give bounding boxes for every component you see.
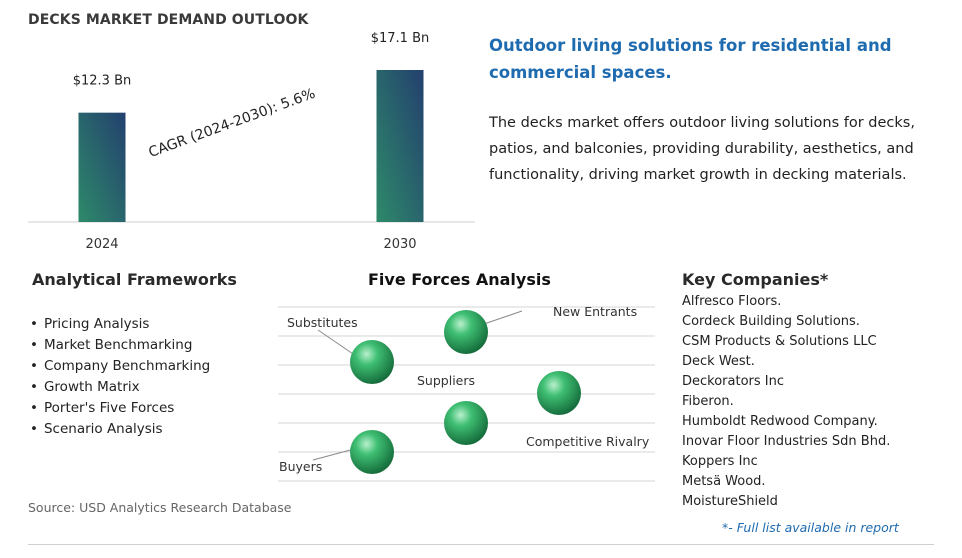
list-item: Cordeck Building Solutions. (682, 314, 860, 329)
list-item: Deckorators Inc (682, 374, 785, 389)
data-label-2030: $17.1 Bn (371, 31, 430, 46)
list-item: Inovar Floor Industries Sdn Bhd. (682, 434, 891, 449)
list-item: Porter's Five Forces (30, 398, 210, 419)
force-label-competitive-rivalry: Competitive Rivalry (526, 434, 650, 449)
five-forces-title: Five Forces Analysis (368, 270, 551, 289)
list-item: Fiberon. (682, 394, 734, 409)
force-label-buyers: Buyers (279, 459, 323, 474)
sphere-competitive-rivalry (537, 371, 581, 415)
frameworks-list: Pricing Analysis Market Benchmarking Com… (30, 314, 210, 440)
force-label-new-entrants: New Entrants (553, 304, 638, 319)
bar-2024 (78, 112, 126, 222)
bar-2030 (376, 70, 424, 222)
chart-title: DECKS MARKET DEMAND OUTLOOK (28, 12, 309, 28)
list-item: Company Benchmarking (30, 356, 210, 377)
description: The decks market offers outdoor living s… (489, 115, 915, 183)
force-connectors (312, 310, 523, 461)
sphere-suppliers (444, 401, 488, 445)
list-item: Growth Matrix (30, 377, 210, 398)
tick-label-2024: 2024 (85, 237, 118, 252)
source-note: Source: USD Analytics Research Database (28, 500, 292, 515)
list-item: Pricing Analysis (30, 314, 210, 335)
list-item: MoistureShield (682, 494, 778, 509)
headline: Outdoor living solutions for residential… (489, 36, 892, 82)
list-item: Alfresco Floors. (682, 294, 782, 309)
companies-footnote: *- Full list available in report (722, 520, 899, 535)
tick-label-2030: 2030 (383, 237, 416, 252)
bar-chart: $12.3 Bn 2024 $17.1 Bn 2030 (28, 31, 475, 252)
list-item: Humboldt Redwood Company. (682, 414, 878, 429)
force-label-substitutes: Substitutes (287, 315, 358, 330)
data-label-2024: $12.3 Bn (73, 74, 132, 89)
list-item: Scenario Analysis (30, 419, 210, 440)
frameworks-title: Analytical Frameworks (32, 270, 237, 289)
bottom-divider (28, 544, 934, 545)
list-item: Metsä Wood. (682, 474, 766, 489)
force-label-suppliers: Suppliers (417, 373, 476, 388)
sphere-new-entrants (444, 310, 488, 354)
sphere-substitutes (350, 340, 394, 384)
list-item: Market Benchmarking (30, 335, 210, 356)
sphere-buyers (350, 430, 394, 474)
companies-list: Alfresco Floors. Cordeck Building Soluti… (682, 292, 890, 512)
companies-title: Key Companies* (682, 270, 829, 289)
list-item: Koppers Inc (682, 454, 758, 469)
list-item: CSM Products & Solutions LLC (682, 334, 877, 349)
list-item: Deck West. (682, 354, 755, 369)
force-rules (278, 306, 655, 482)
